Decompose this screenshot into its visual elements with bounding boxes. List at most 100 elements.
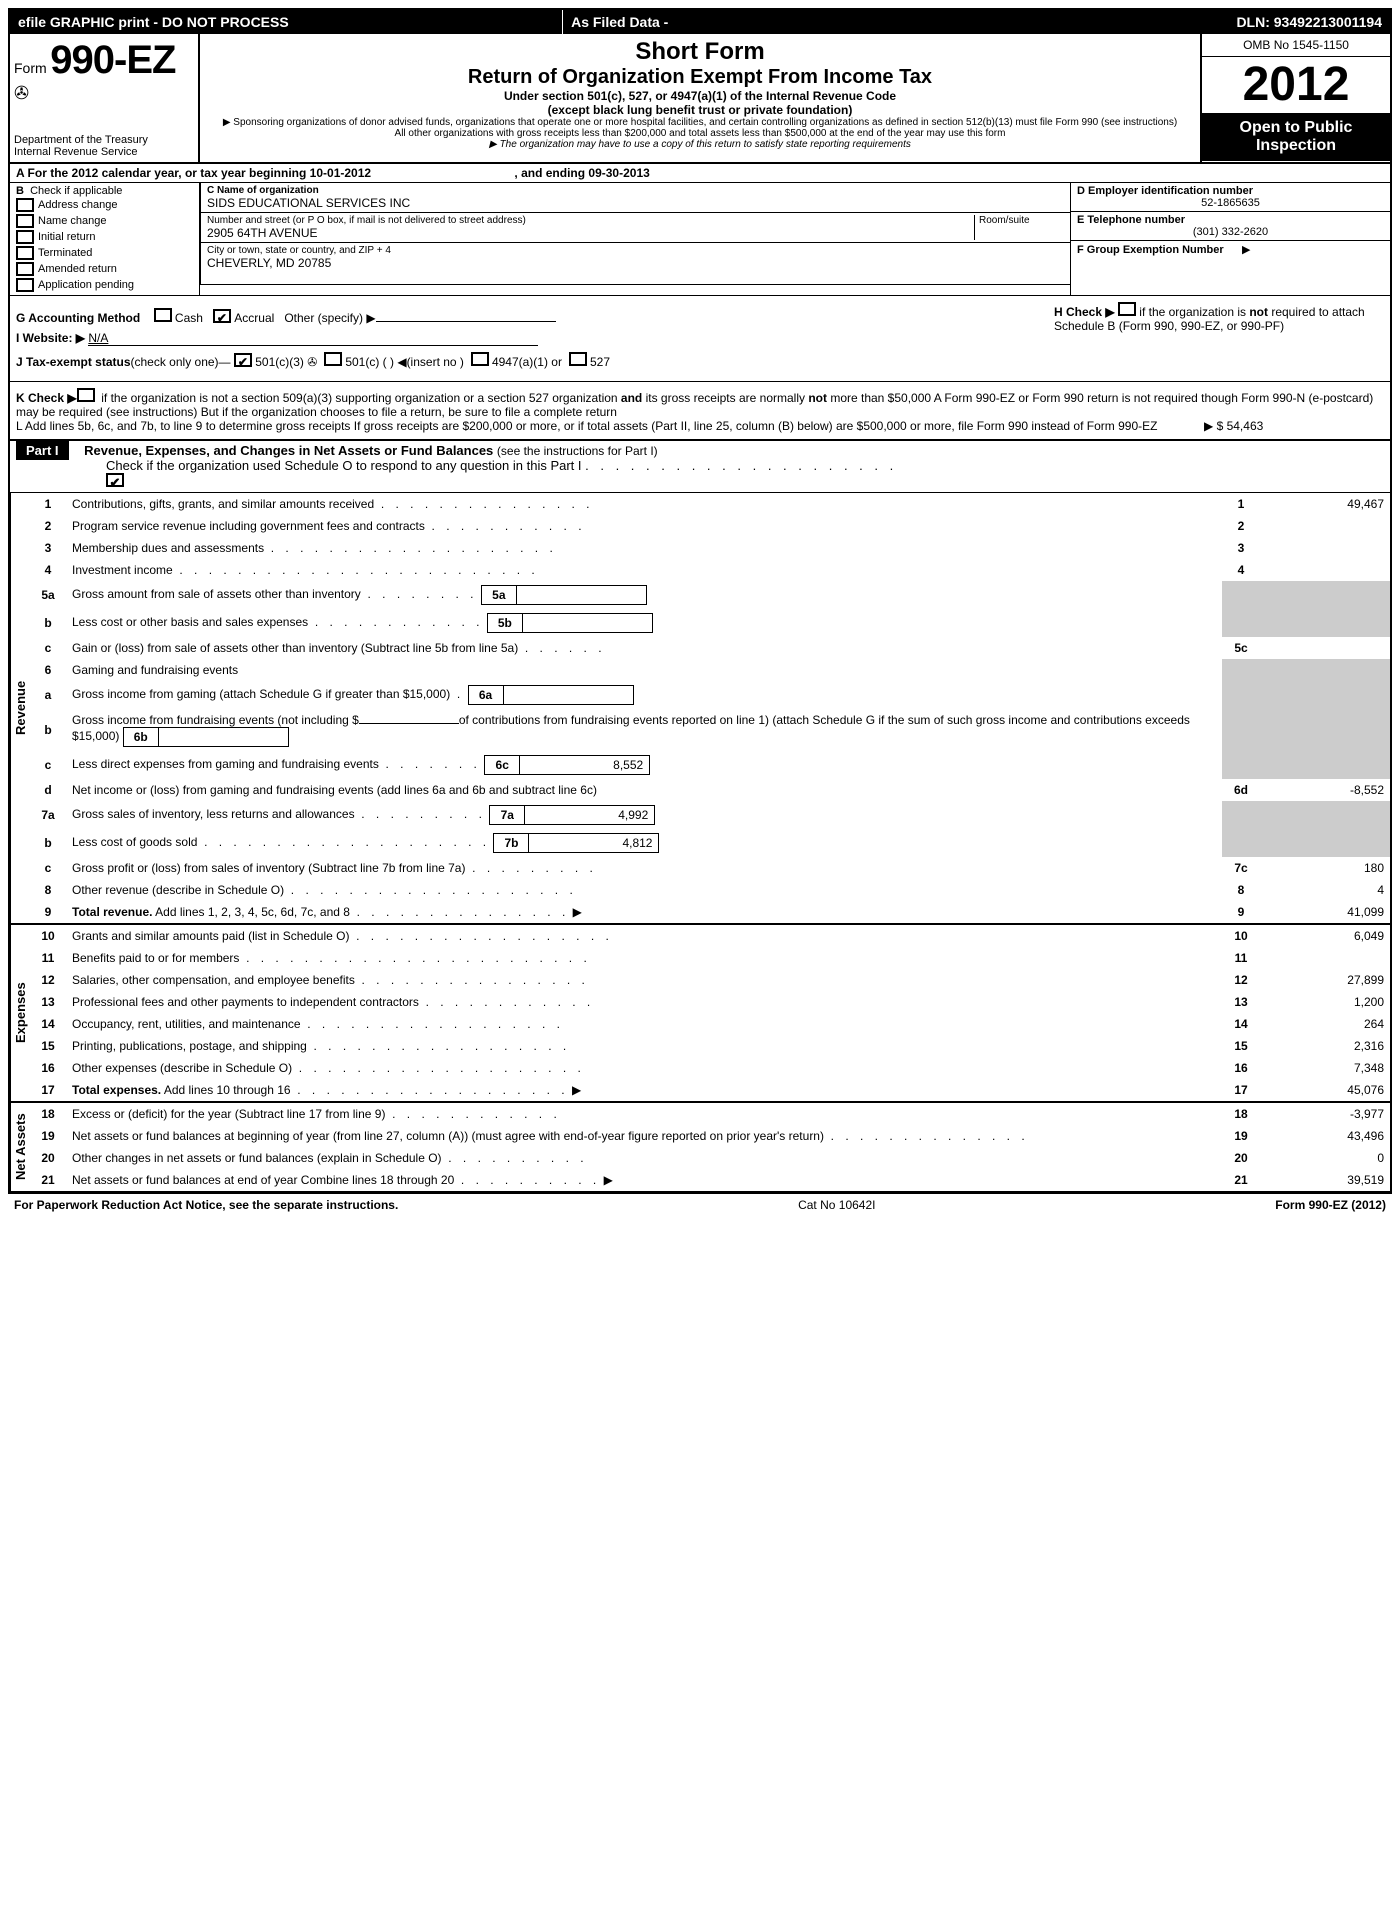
section-kl: K Check ▶ if the organization is not a s… <box>10 382 1390 441</box>
footer-mid: Cat No 10642I <box>798 1198 875 1212</box>
expenses-label: Expenses <box>10 925 30 1101</box>
top-bar: efile GRAPHIC print - DO NOT PROCESS As … <box>10 10 1390 34</box>
footer-right: Form 990-EZ (2012) <box>1275 1198 1386 1212</box>
line-2: 2Program service revenue including gover… <box>30 515 1390 537</box>
check-app-pending: Application pending <box>16 277 193 293</box>
line-14: 14Occupancy, rent, utilities, and mainte… <box>30 1013 1390 1035</box>
checkbox-icon[interactable] <box>16 246 34 260</box>
line-21: 21Net assets or fund balances at end of … <box>30 1169 1390 1191</box>
form-990ez: efile GRAPHIC print - DO NOT PROCESS As … <box>8 8 1392 1194</box>
checkbox-4947[interactable] <box>471 352 489 366</box>
row-j: J Tax-exempt status(check only one)— ✔ 5… <box>16 352 1034 369</box>
short-form-title: Short Form <box>204 38 1196 66</box>
checkbox-cash[interactable] <box>154 308 172 322</box>
checkbox-icon[interactable] <box>16 230 34 244</box>
footer-left: For Paperwork Reduction Act Notice, see … <box>14 1198 398 1212</box>
line-7b: bLess cost of goods sold . . . . . . . .… <box>30 829 1390 857</box>
line-12: 12Salaries, other compensation, and empl… <box>30 969 1390 991</box>
checkbox-icon[interactable] <box>16 278 34 292</box>
line-11: 11Benefits paid to or for members . . . … <box>30 947 1390 969</box>
omb-number: OMB No 1545-1150 <box>1202 34 1390 57</box>
revenue-section: Revenue 1Contributions, gifts, grants, a… <box>10 493 1390 925</box>
checkbox-501c3[interactable]: ✔ <box>234 353 252 367</box>
open-public: Open to Public Inspection <box>1202 113 1390 161</box>
checkbox-527[interactable] <box>569 352 587 366</box>
revenue-label: Revenue <box>10 493 30 923</box>
line-20: 20Other changes in net assets or fund ba… <box>30 1147 1390 1169</box>
irs-label: Internal Revenue Service <box>14 146 194 158</box>
footer: For Paperwork Reduction Act Notice, see … <box>8 1194 1392 1216</box>
row-h: H Check ▶ if the organization is not req… <box>1034 302 1384 375</box>
line-6b: bGross income from fundraising events (n… <box>30 709 1390 751</box>
checkbox-501c[interactable] <box>324 352 342 366</box>
fine-print-2: All other organizations with gross recei… <box>204 128 1196 139</box>
line-6a: aGross income from gaming (attach Schedu… <box>30 681 1390 709</box>
ein: 52-1865635 <box>1077 197 1384 209</box>
org-city: CHEVERLY, MD 20785 <box>207 256 1064 270</box>
efile-notice: efile GRAPHIC print - DO NOT PROCESS <box>10 10 562 34</box>
line-19: 19Net assets or fund balances at beginni… <box>30 1125 1390 1147</box>
line-4: 4Investment income . . . . . . . . . . .… <box>30 559 1390 581</box>
line-7a: 7aGross sales of inventory, less returns… <box>30 801 1390 829</box>
as-filed: As Filed Data - <box>562 10 676 34</box>
line-3: 3Membership dues and assessments . . . .… <box>30 537 1390 559</box>
line-5c: cGain or (loss) from sale of assets othe… <box>30 637 1390 659</box>
checkbox-h[interactable] <box>1118 302 1136 316</box>
column-c: C Name of organization SIDS EDUCATIONAL … <box>200 183 1070 295</box>
fine-print-1: ▶ Sponsoring organizations of donor advi… <box>204 117 1196 128</box>
row-a: A For the 2012 calendar year, or tax yea… <box>10 164 1390 183</box>
line-5a: 5aGross amount from sale of assets other… <box>30 581 1390 609</box>
check-terminated: Terminated <box>16 245 193 261</box>
org-street: 2905 64TH AVENUE <box>207 226 974 240</box>
line-17: 17Total expenses. Add lines 10 through 1… <box>30 1079 1390 1101</box>
line-5b: bLess cost or other basis and sales expe… <box>30 609 1390 637</box>
line-15: 15Printing, publications, postage, and s… <box>30 1035 1390 1057</box>
row-g: G Accounting Method Cash ✔ Accrual Other… <box>16 308 1034 325</box>
tax-year: 2012 <box>1202 57 1390 113</box>
check-initial-return: Initial return <box>16 229 193 245</box>
dln: DLN: 93492213001194 <box>1228 10 1390 34</box>
form-header: Form 990-EZ ✇ Department of the Treasury… <box>10 34 1390 164</box>
checkbox-icon[interactable] <box>16 214 34 228</box>
column-b: B Check if applicable Address change Nam… <box>10 183 200 295</box>
check-name-change: Name change <box>16 213 193 229</box>
fine-print-3: ▶ The organization may have to use a cop… <box>204 139 1196 150</box>
form-word: Form <box>14 60 47 76</box>
dept-treasury: Department of the Treasury <box>14 134 194 146</box>
form-number: 990-EZ <box>50 38 175 82</box>
line-6d: dNet income or (loss) from gaming and fu… <box>30 779 1390 801</box>
checkbox-k[interactable] <box>77 388 95 402</box>
net-assets-label: Net Assets <box>10 1103 30 1191</box>
check-address-change: Address change <box>16 197 193 213</box>
line-8: 8Other revenue (describe in Schedule O) … <box>30 879 1390 901</box>
expenses-section: Expenses 10Grants and similar amounts pa… <box>10 925 1390 1103</box>
phone: (301) 332-2620 <box>1077 226 1384 238</box>
subtitle-1: Under section 501(c), 527, or 4947(a)(1)… <box>204 89 1196 103</box>
section-ghij: G Accounting Method Cash ✔ Accrual Other… <box>10 296 1390 382</box>
line-7c: cGross profit or (loss) from sales of in… <box>30 857 1390 879</box>
line-6c: cLess direct expenses from gaming and fu… <box>30 751 1390 779</box>
net-assets-section: Net Assets 18Excess or (deficit) for the… <box>10 1103 1390 1192</box>
line-1: 1Contributions, gifts, grants, and simil… <box>30 493 1390 515</box>
section-bcdef: B Check if applicable Address change Nam… <box>10 183 1390 296</box>
check-amended: Amended return <box>16 261 193 277</box>
row-i: I Website: ▶ N/A <box>16 331 1034 346</box>
checkbox-accrual[interactable]: ✔ <box>213 309 231 323</box>
line-9: 9Total revenue. Add lines 1, 2, 3, 4, 5c… <box>30 901 1390 923</box>
subtitle-2: (except black lung benefit trust or priv… <box>204 103 1196 117</box>
gross-receipts: $ 54,463 <box>1217 419 1264 433</box>
row-l-text: L Add lines 5b, 6c, and 7b, to line 9 to… <box>16 419 1204 433</box>
line-10: 10Grants and similar amounts paid (list … <box>30 925 1390 947</box>
line-16: 16Other expenses (describe in Schedule O… <box>30 1057 1390 1079</box>
line-18: 18Excess or (deficit) for the year (Subt… <box>30 1103 1390 1125</box>
org-name: SIDS EDUCATIONAL SERVICES INC <box>207 196 1064 210</box>
return-title: Return of Organization Exempt From Incom… <box>204 66 1196 89</box>
irs-logo-icon: ✇ <box>14 83 194 104</box>
checkbox-icon[interactable] <box>16 198 34 212</box>
part-1-header: Part I Revenue, Expenses, and Changes in… <box>10 441 1390 493</box>
line-13: 13Professional fees and other payments t… <box>30 991 1390 1013</box>
column-def: D Employer identification number 52-1865… <box>1070 183 1390 295</box>
checkbox-part1-scheduleO[interactable]: ✔ <box>106 473 124 487</box>
line-6: 6Gaming and fundraising events <box>30 659 1390 681</box>
checkbox-icon[interactable] <box>16 262 34 276</box>
